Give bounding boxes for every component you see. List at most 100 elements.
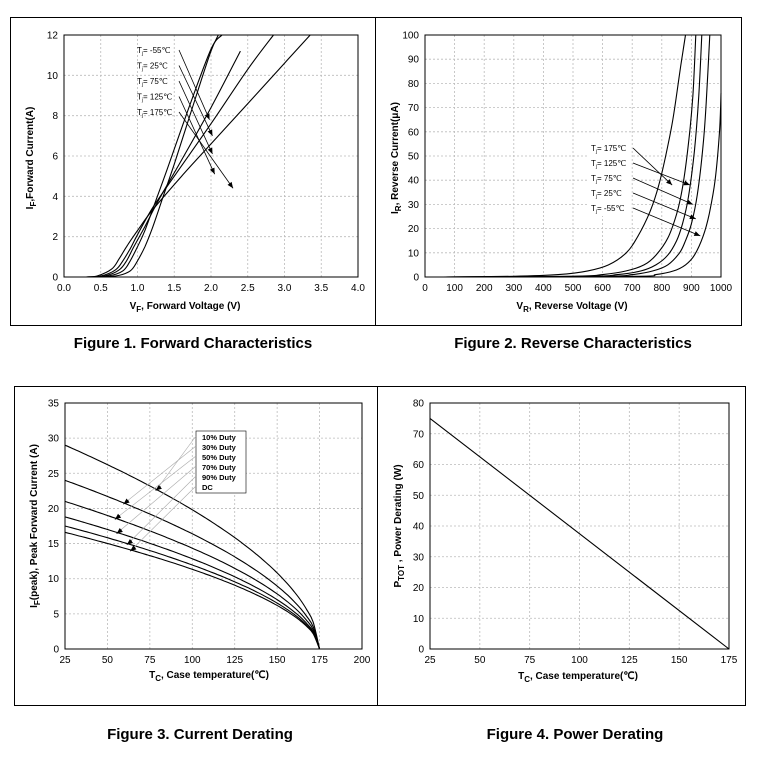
fig2-legend-arrow xyxy=(632,162,691,186)
fig4-y-tick-label: 10 xyxy=(413,614,425,625)
fig3-y-tick-label: 15 xyxy=(48,539,60,550)
fig4-y-tick-label: 70 xyxy=(413,429,425,440)
fig1-legend-arrow-head xyxy=(209,167,215,175)
fig2-y-tick-label: 10 xyxy=(408,248,420,259)
fig4-y-tick-label: 50 xyxy=(413,491,425,502)
fig3-legend-arrow-head xyxy=(126,539,134,545)
fig3-y-tick-label: 0 xyxy=(53,645,59,656)
fig2-legend-arrow-head xyxy=(666,179,673,186)
fig4-x-tick-label: 75 xyxy=(524,655,536,666)
fig3-series-line xyxy=(64,516,321,650)
fig2-series-line xyxy=(442,34,711,278)
fig4-y-tick-label: 0 xyxy=(418,645,424,656)
figure-3-panel: 25 50 75 100 125 150 175 200 0 5 10 15 20 25 30 35 10% D… xyxy=(14,386,379,706)
fig1-series-line xyxy=(85,34,219,278)
fig3-series-line xyxy=(64,531,321,650)
figure-2-panel: 0 100 200 300 400 500 600 700 800 900 1000 0 10 20 30 4… xyxy=(375,17,742,326)
fig2-legend-arrow xyxy=(632,177,694,205)
fig2-legend-label: Tj= 25℃ xyxy=(591,189,622,200)
fig2-y-tick-label: 70 xyxy=(408,103,420,114)
fig2-x-tick-label: 500 xyxy=(565,283,582,294)
fig1-y-axis-label: IF,Forward Current(A) xyxy=(25,107,38,210)
fig2-legend-label: Tj= 175℃ xyxy=(591,144,626,155)
fig1-legend-arrow xyxy=(178,111,234,189)
fig4-series-line xyxy=(429,417,730,650)
fig2-y-tick-label: 100 xyxy=(402,31,419,42)
fig3-series-line xyxy=(64,479,321,650)
fig2-x-tick-label: 0 xyxy=(422,283,428,294)
fig1-x-tick-label: 2.0 xyxy=(204,283,218,294)
reverse-characteristics-chart: 0 100 200 300 400 500 600 700 800 900 1000 0 10 20 30 4… xyxy=(390,31,733,315)
fig1-series-line xyxy=(85,34,311,278)
fig4-plot-frame xyxy=(429,402,730,650)
fig1-x-tick-label: 3.0 xyxy=(278,283,292,294)
fig3-legend-arrow-head xyxy=(114,513,122,520)
fig3-y-tick-label: 25 xyxy=(48,469,60,480)
figure-2-caption: Figure 2. Reverse Characteristics xyxy=(454,335,692,352)
fig2-legend-arrow-head xyxy=(686,199,693,205)
fig4-y-tick-label: 20 xyxy=(413,583,425,594)
fig1-plot-frame xyxy=(63,34,359,278)
figure-4-panel: 25 50 75 100 125 150 175 0 10 20 30 40 50 60 70 80 TC, C… xyxy=(377,386,746,706)
fig1-x-tick-label: 3.5 xyxy=(314,283,328,294)
fig1-legend-label: Tj= -55℃ xyxy=(137,46,170,57)
fig3-x-tick-label: 200 xyxy=(354,655,371,666)
fig1-legend-arrow xyxy=(178,49,210,120)
fig3-x-tick-label: 75 xyxy=(144,655,156,666)
fig4-y-tick-label: 60 xyxy=(413,460,425,471)
fig4-x-axis-label: TC, Case temperature(℃) xyxy=(518,671,638,684)
fig1-series-line xyxy=(85,50,241,278)
fig2-y-tick-label: 40 xyxy=(408,176,420,187)
fig3-legend-label: DC xyxy=(202,483,213,492)
fig3-legend-label: 30% Duty xyxy=(202,443,237,452)
fig1-x-tick-label: 4.0 xyxy=(351,283,365,294)
fig2-legend-arrow-head xyxy=(689,214,696,219)
fig2-x-tick-label: 100 xyxy=(446,283,463,294)
fig1-y-tick-label: 2 xyxy=(52,232,58,243)
fig2-legend-arrow-head xyxy=(683,180,690,186)
fig1-legend-arrow xyxy=(178,80,213,155)
fig3-legend-leader xyxy=(117,465,197,533)
fig3-y-tick-label: 10 xyxy=(48,574,60,585)
fig3-x-tick-label: 175 xyxy=(311,655,328,666)
fig2-legend-label: Tj= 125℃ xyxy=(591,159,626,170)
fig2-legend-arrow xyxy=(632,207,701,237)
fig3-legend-label: 10% Duty xyxy=(202,433,237,442)
current-derating-chart: 25 50 75 100 125 150 175 200 0 5 10 15 20 25 30 35 10% D… xyxy=(29,399,371,684)
fig2-y-tick-label: 30 xyxy=(408,200,420,211)
fig4-x-tick-label: 125 xyxy=(621,655,638,666)
fig3-x-tick-label: 50 xyxy=(102,655,114,666)
fig2-series-line xyxy=(442,34,697,278)
fig2-x-tick-label: 300 xyxy=(505,283,522,294)
fig1-x-tick-label: 0.0 xyxy=(57,283,71,294)
fig2-y-tick-label: 90 xyxy=(408,55,420,66)
fig4-y-tick-label: 80 xyxy=(413,399,425,410)
fig1-x-tick-label: 1.5 xyxy=(167,283,181,294)
fig2-y-axis-label: IR, Reverse Current(μA) xyxy=(390,102,403,214)
fig1-legend-label: Tj= 125℃ xyxy=(137,93,172,104)
fig2-legend-label: Tj= 75℃ xyxy=(591,174,622,185)
fig2-x-tick-label: 700 xyxy=(624,283,641,294)
fig1-legend-arrow-head xyxy=(207,147,213,154)
fig4-x-tick-label: 50 xyxy=(474,655,486,666)
fig3-legend-label: 70% Duty xyxy=(202,463,237,472)
fig2-legend-arrow-head xyxy=(693,231,701,236)
fig2-legend-arrow xyxy=(632,192,696,220)
fig3-legend-label: 50% Duty xyxy=(202,453,237,462)
fig2-series-line xyxy=(442,34,687,278)
fig1-legend-label: Tj= 75℃ xyxy=(137,77,168,88)
fig3-series-line xyxy=(64,500,321,650)
fig1-legend-arrow-head xyxy=(204,113,210,120)
fig3-legend-leader xyxy=(130,485,197,551)
fig1-x-axis-label: VF, Forward Voltage (V) xyxy=(130,301,241,314)
figure-4-caption: Figure 4. Power Derating xyxy=(486,726,664,743)
fig2-x-axis-label: VR, Reverse Voltage (V) xyxy=(516,301,627,314)
fig2-legend-label: Tj= -55℃ xyxy=(591,204,624,215)
fig3-x-tick-label: 125 xyxy=(226,655,243,666)
fig4-x-tick-label: 150 xyxy=(671,655,688,666)
fig3-x-axis-label: TC, Case temperature(℃) xyxy=(149,670,269,683)
fig4-y-tick-label: 30 xyxy=(413,552,425,563)
fig4-y-axis-label: PTOT , Power Derating (W) xyxy=(393,464,406,587)
fig1-y-tick-label: 8 xyxy=(52,111,58,122)
fig4-x-tick-label: 25 xyxy=(424,655,436,666)
